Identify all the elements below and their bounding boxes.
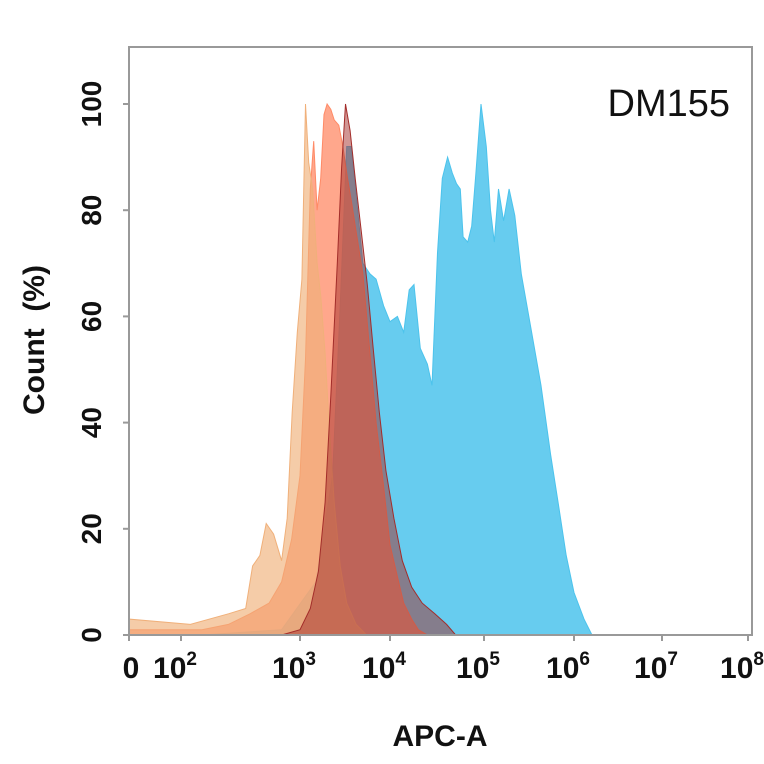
x-tick-label: 108 [720,649,764,685]
y-tick-label: 0 [76,627,107,643]
sample-label: DM155 [608,83,731,125]
x-tick-label: 103 [272,649,316,685]
y-axis: 0 20 40 60 80 100 [76,81,129,643]
x-axis-title: APC-A [393,720,488,753]
x-tick-label: 105 [456,649,500,685]
x-tick-label: 107 [634,649,678,685]
series-layer [128,102,593,636]
y-tick-label: 60 [76,301,107,332]
x-tick-label: 0 [123,652,140,685]
y-tick-label: 100 [76,81,107,128]
x-tick-label: 104 [362,649,406,685]
plot-frame [128,46,753,636]
y-tick-label: 80 [76,195,107,226]
histogram-series-4 [281,103,457,636]
x-axis: 0 102 103 104 105 106 107 108 [123,635,764,685]
y-axis-title: Count (%) [18,265,51,415]
y-tick-label: 40 [76,407,107,438]
x-tick-label: 106 [546,649,590,685]
y-tick-label: 20 [76,513,107,544]
x-tick-label: 102 [153,649,197,685]
